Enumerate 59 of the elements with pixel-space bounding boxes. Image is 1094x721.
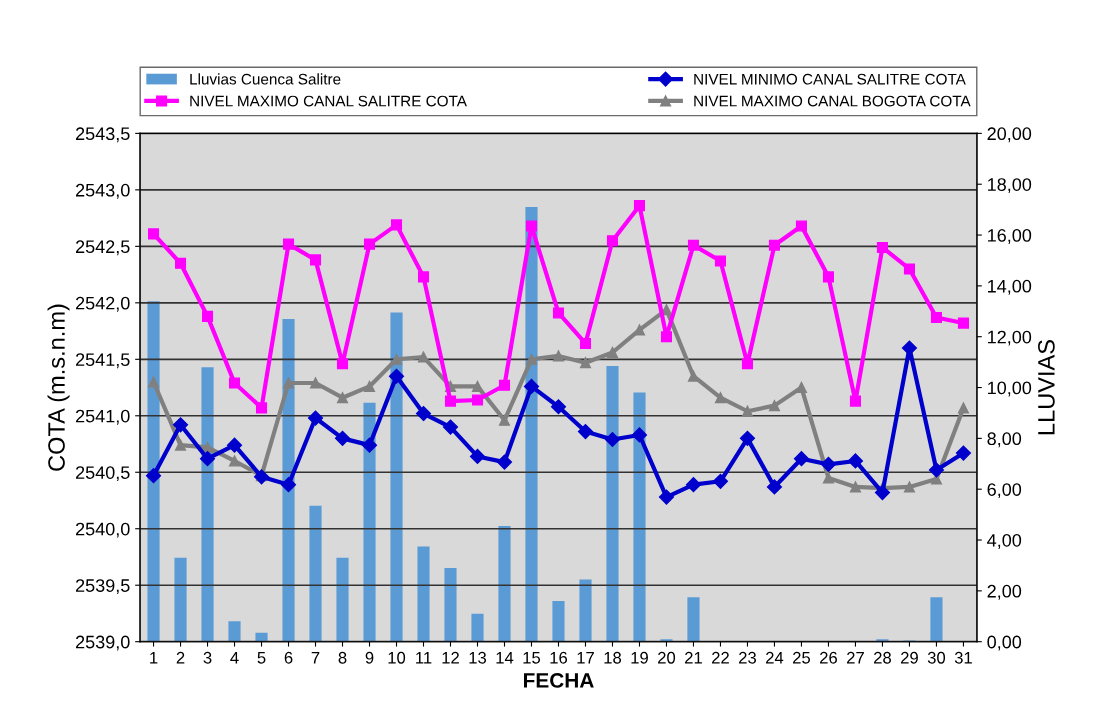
x-tick-label: 7 — [311, 652, 320, 664]
x-tick-label: 29 — [901, 651, 918, 664]
y-axis-title: COTA (m.s.n.m) — [47, 304, 70, 471]
x-tick-label: 24 — [766, 651, 784, 664]
x-tick-label: 8 — [338, 651, 347, 664]
y-tick-label: 2541,5 — [76, 353, 130, 369]
y2-tick-label: 18,00 — [988, 178, 1032, 194]
x-tick-label: 25 — [793, 651, 811, 664]
legend-label: NIVEL MAXIMO CANAL BOGOTA COTA — [694, 95, 971, 107]
y2-tick-label: 8,00 — [987, 432, 1022, 448]
x-tick-label: 15 — [523, 652, 541, 664]
x-tick-label: 20 — [658, 651, 676, 664]
y2-tick-label: 20,00 — [987, 127, 1032, 143]
legend-label: Lluvias Cuenca Salitre — [190, 73, 341, 85]
y2-tick-label: 10,00 — [988, 381, 1032, 397]
x-tick-label: 14 — [496, 652, 514, 664]
legend-label: NIVEL MAXIMO CANAL SALITRE COTA — [190, 95, 467, 107]
y2-tick-label: 6,00 — [987, 483, 1022, 499]
y2-tick-label: 4,00 — [987, 533, 1022, 549]
y2-tick-label: 12,00 — [988, 330, 1032, 346]
y2-tick-label: 2,00 — [987, 584, 1022, 600]
x-tick-label: 21 — [685, 651, 702, 664]
x-tick-label: 16 — [550, 651, 568, 664]
y-tick-label: 2542,5 — [76, 240, 130, 256]
x-tick-label: 27 — [847, 651, 864, 664]
y-tick-label: 2540,5 — [76, 466, 130, 482]
y-tick-label: 2543,5 — [76, 127, 130, 143]
y-tick-label: 2541,0 — [76, 409, 130, 425]
x-tick-label: 13 — [469, 651, 487, 664]
y-tick-label: 2542,0 — [76, 296, 130, 312]
y2-axis-title: LLUVIAS — [1038, 340, 1055, 435]
y-tick-label: 2540,0 — [76, 522, 130, 538]
y2-tick-label: 16,00 — [988, 228, 1032, 244]
x-tick-label: 30 — [927, 651, 946, 664]
x-tick-label: 5 — [257, 652, 266, 664]
y-tick-label: 2539,0 — [76, 635, 130, 651]
x-tick-label: 6 — [284, 651, 293, 664]
legend-label: NIVEL MINIMO CANAL SALITRE COTA — [694, 73, 966, 85]
x-tick-label: 11 — [416, 652, 432, 664]
x-tick-label: 23 — [739, 651, 756, 664]
x-tick-label: 9 — [365, 651, 374, 664]
y2-tick-label: 0,00 — [987, 635, 1022, 651]
x-tick-label: 19 — [631, 651, 648, 664]
x-tick-label: 1 — [150, 652, 158, 664]
x-tick-label: 4 — [230, 652, 239, 664]
x-tick-label: 12 — [442, 651, 459, 664]
x-tick-label: 28 — [874, 651, 891, 664]
x-axis-title: FECHA — [524, 673, 594, 688]
x-tick-label: 10 — [388, 651, 406, 664]
x-tick-label: 17 — [577, 652, 594, 664]
y-tick-label: 2543,0 — [76, 183, 130, 199]
x-tick-label: 2 — [176, 651, 185, 664]
y-tick-label: 2539,5 — [76, 579, 130, 595]
x-tick-label: 18 — [604, 651, 622, 664]
x-tick-label: 26 — [820, 651, 837, 664]
y2-tick-label: 14,00 — [988, 279, 1032, 295]
x-tick-label: 31 — [954, 651, 972, 664]
x-tick-label: 22 — [712, 651, 729, 664]
x-tick-label: 3 — [203, 651, 212, 664]
